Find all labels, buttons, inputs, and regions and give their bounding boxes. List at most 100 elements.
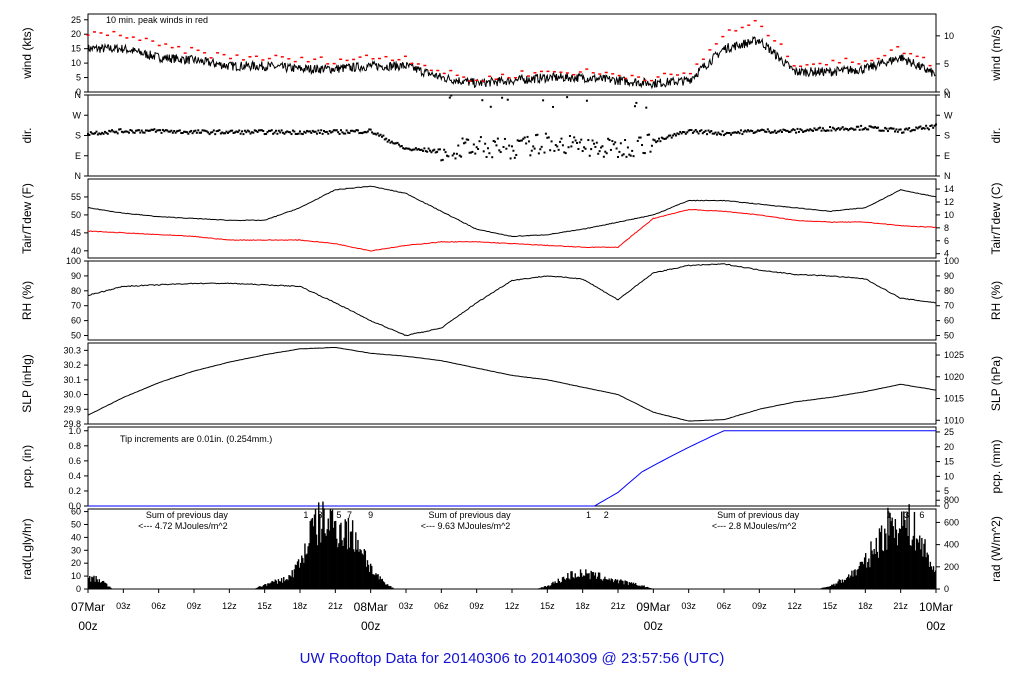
- dir-point: [763, 130, 766, 133]
- rad-left-tick-label: 30: [71, 545, 81, 555]
- dir-point: [568, 134, 571, 137]
- dir-point: [861, 128, 864, 131]
- dir-point: [803, 130, 806, 133]
- rad-bar: [619, 580, 621, 589]
- rad-bar: [315, 534, 318, 589]
- wind-peak-mark: [397, 58, 401, 61]
- rad-bar: [878, 528, 881, 589]
- rad-bar: [921, 537, 923, 589]
- dir-point: [297, 132, 300, 135]
- wind-peak-mark: [546, 70, 550, 73]
- dir-point: [717, 131, 720, 134]
- rad-bar: [363, 549, 365, 589]
- rad-bar: [895, 529, 898, 589]
- rad-day-note-value: <--- 4.72 MJoules/m^2: [138, 521, 228, 531]
- dir-point: [266, 131, 269, 134]
- dir-point: [334, 129, 337, 132]
- rh-series-line: [87, 263, 937, 337]
- pcp-left-tick-label: 0.0: [68, 501, 81, 511]
- rad-bar: [343, 537, 345, 589]
- wind-peak-mark: [326, 63, 330, 65]
- dir-left-tick-label: N: [75, 90, 82, 100]
- dir-point: [867, 128, 870, 131]
- rad-bar: [638, 585, 640, 589]
- dir-point: [840, 127, 843, 130]
- wind-peak-mark: [909, 52, 913, 55]
- dir-point: [130, 129, 133, 132]
- dir-point: [868, 125, 871, 128]
- rad-bar: [887, 507, 889, 589]
- dir-point: [653, 139, 656, 142]
- dir-point: [215, 130, 218, 133]
- rad-bar: [822, 587, 824, 589]
- dir-point: [208, 133, 211, 136]
- dir-point: [205, 130, 208, 133]
- dir-point: [274, 129, 277, 132]
- dir-point: [674, 134, 677, 137]
- dir-point: [471, 150, 474, 153]
- rad-bar: [391, 587, 393, 589]
- temp-right-tick-label: 6: [944, 236, 949, 246]
- dir-point: [92, 132, 95, 135]
- dir-point: [520, 139, 523, 142]
- dir-point: [485, 155, 488, 158]
- dir-point: [146, 129, 149, 132]
- x-hour-label: 09z: [469, 601, 484, 611]
- dir-point: [214, 133, 217, 136]
- dir-point: [491, 156, 494, 159]
- rad-bar: [339, 524, 341, 589]
- rad-bar: [288, 575, 290, 589]
- wind-peak-mark: [475, 79, 479, 82]
- dir-point: [594, 145, 597, 148]
- dir-point: [472, 143, 475, 146]
- dir-left-tick-label: W: [73, 110, 82, 120]
- dir-point: [778, 130, 781, 133]
- dir-point: [204, 129, 207, 132]
- rad-bar: [383, 582, 386, 589]
- dir-point: [795, 131, 798, 134]
- rad-bar: [258, 586, 261, 589]
- rad-bar: [378, 579, 380, 589]
- rad-left-tick-label: 50: [71, 519, 81, 529]
- slp-series-line: [87, 347, 937, 422]
- dir-point: [820, 129, 823, 132]
- rad-bar: [272, 581, 274, 589]
- dir-point: [676, 132, 679, 135]
- rad-bar: [869, 567, 871, 589]
- rad-bar: [368, 572, 371, 589]
- dir-point: [608, 139, 611, 142]
- dir-point: [855, 125, 858, 128]
- wind-peak-mark: [857, 63, 861, 65]
- dir-point: [349, 129, 352, 132]
- rad-bar: [265, 584, 267, 589]
- dir-point: [103, 130, 106, 133]
- wind-series-line: [87, 35, 936, 90]
- dir-point: [864, 126, 867, 129]
- wind-peak-mark: [624, 77, 628, 80]
- rad-bar: [290, 576, 292, 589]
- dir-point: [769, 131, 772, 134]
- dir-point: [847, 129, 850, 132]
- dir-point: [390, 140, 393, 143]
- dir-point: [667, 134, 670, 137]
- dir-point: [246, 129, 249, 132]
- rad-bar: [864, 553, 867, 589]
- dir-point: [673, 132, 676, 135]
- dir-point: [290, 133, 293, 136]
- dir-point: [721, 130, 724, 133]
- wind-peak-mark: [241, 59, 245, 61]
- wind-ylabel-right: wind (m/s): [989, 25, 1003, 81]
- x-hour-label: 12z: [787, 601, 802, 611]
- rad-bar: [826, 586, 829, 589]
- dir-point: [813, 127, 816, 130]
- pcp-annotation: Tip increments are 0.01in. (0.254mm.): [120, 434, 272, 444]
- dir-point: [293, 130, 296, 133]
- dir-point: [546, 136, 549, 139]
- rad-bar: [385, 584, 388, 589]
- dir-point: [889, 127, 892, 130]
- rad-bar: [572, 577, 574, 589]
- dir-point: [690, 129, 693, 132]
- temp-right-tick-label: 8: [944, 223, 949, 233]
- wind-peak-mark: [125, 37, 129, 39]
- dir-point: [916, 127, 919, 130]
